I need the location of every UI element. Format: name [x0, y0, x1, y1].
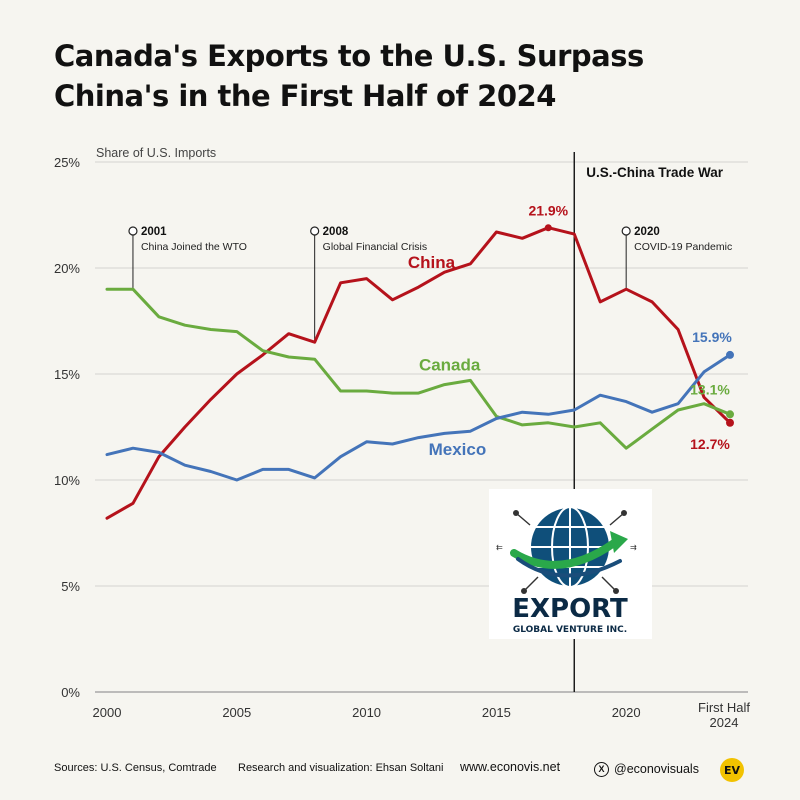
- series-line-china: [105, 226, 732, 520]
- website-link[interactable]: www.econovis.net: [460, 760, 561, 774]
- trade-war-label: U.S.-China Trade War: [586, 165, 724, 180]
- annotation-year: 2001: [141, 226, 167, 238]
- sources-text: Sources: U.S. Census, Comtrade: [54, 762, 217, 774]
- event-annotations: 2001 China Joined the WTO 2008 Global Finan…: [128, 226, 732, 343]
- social-handle[interactable]: X @econovisuals: [594, 759, 699, 779]
- series-line-mexico: [105, 353, 732, 482]
- annotation-year: 2020: [634, 226, 660, 238]
- peak-point: [544, 224, 552, 232]
- x-logo-icon: X: [594, 761, 609, 777]
- title-line-2: China's in the First Half of 2024: [54, 79, 556, 113]
- x-tick-label: 2005: [222, 705, 251, 720]
- x-tick-label: 2020: [612, 705, 641, 720]
- svg-text:⇇: ⇇: [496, 543, 503, 552]
- annotation-text: Global Financial Crisis: [323, 241, 427, 253]
- research-credit: Research and visualization: Ehsan Soltan…: [238, 762, 444, 774]
- x-tick-label: 2000: [93, 705, 122, 720]
- series-labels: 12.7% China 21.9% 13.1% Canada 15.9% Mexico: [408, 203, 733, 460]
- x-tick-label-last-line1: First Half: [698, 700, 750, 715]
- logo-subtitle: GLOBAL VENTURE INC.: [513, 625, 627, 635]
- y-tick-label: 0%: [61, 685, 80, 700]
- y-tick-label: 20%: [54, 261, 80, 276]
- title-line-1: Canada's Exports to the U.S. Surpass: [54, 39, 644, 73]
- logo-name: EXPORT: [512, 594, 628, 624]
- y-tick-label: 10%: [54, 473, 80, 488]
- peak-label: 21.9%: [528, 203, 568, 219]
- annotation-year: 2008: [323, 226, 349, 238]
- series-name-mexico: Mexico: [429, 440, 487, 459]
- x-tick-label: 2010: [352, 705, 381, 720]
- annotation-marker: [621, 226, 631, 236]
- annotation-marker: [128, 226, 138, 236]
- svg-text:⇉: ⇉: [630, 543, 637, 552]
- series-name-china: China: [408, 253, 456, 272]
- end-point-mexico: [726, 350, 734, 359]
- annotation-marker: [310, 226, 320, 236]
- grid: [95, 161, 748, 693]
- series-line-canada: [105, 287, 732, 450]
- end-point-canada: [726, 410, 734, 419]
- x-tick-label: 2015: [482, 705, 511, 720]
- end-label-canada: 13.1%: [690, 381, 730, 397]
- chart-title: Canada's Exports to the U.S. Surpass Chi…: [54, 36, 754, 116]
- annotation-text: COVID-19 Pandemic: [634, 241, 732, 253]
- ev-logo-icon: EV: [720, 758, 744, 782]
- y-tick-label: 5%: [61, 579, 80, 594]
- end-point-china: [726, 418, 734, 427]
- y-tick-label: 15%: [54, 367, 80, 382]
- y-axis-ticks: 0% 5% 10% 15% 20% 25%: [54, 155, 80, 700]
- export-global-venture-logo: ⇇ ⇉ EXPORT GLOBAL VENTURE INC.: [489, 489, 652, 639]
- y-tick-label: 25%: [54, 155, 80, 170]
- series-name-canada: Canada: [419, 356, 481, 375]
- handle-text: @econovisuals: [614, 762, 699, 776]
- x-tick-label-last-line2: 2024: [710, 715, 739, 730]
- annotation-text: China Joined the WTO: [141, 241, 247, 253]
- y-axis-label: Share of U.S. Imports: [96, 146, 216, 160]
- end-label-mexico: 15.9%: [692, 329, 732, 345]
- end-label-china: 12.7%: [690, 436, 730, 452]
- series-lines: [105, 224, 734, 520]
